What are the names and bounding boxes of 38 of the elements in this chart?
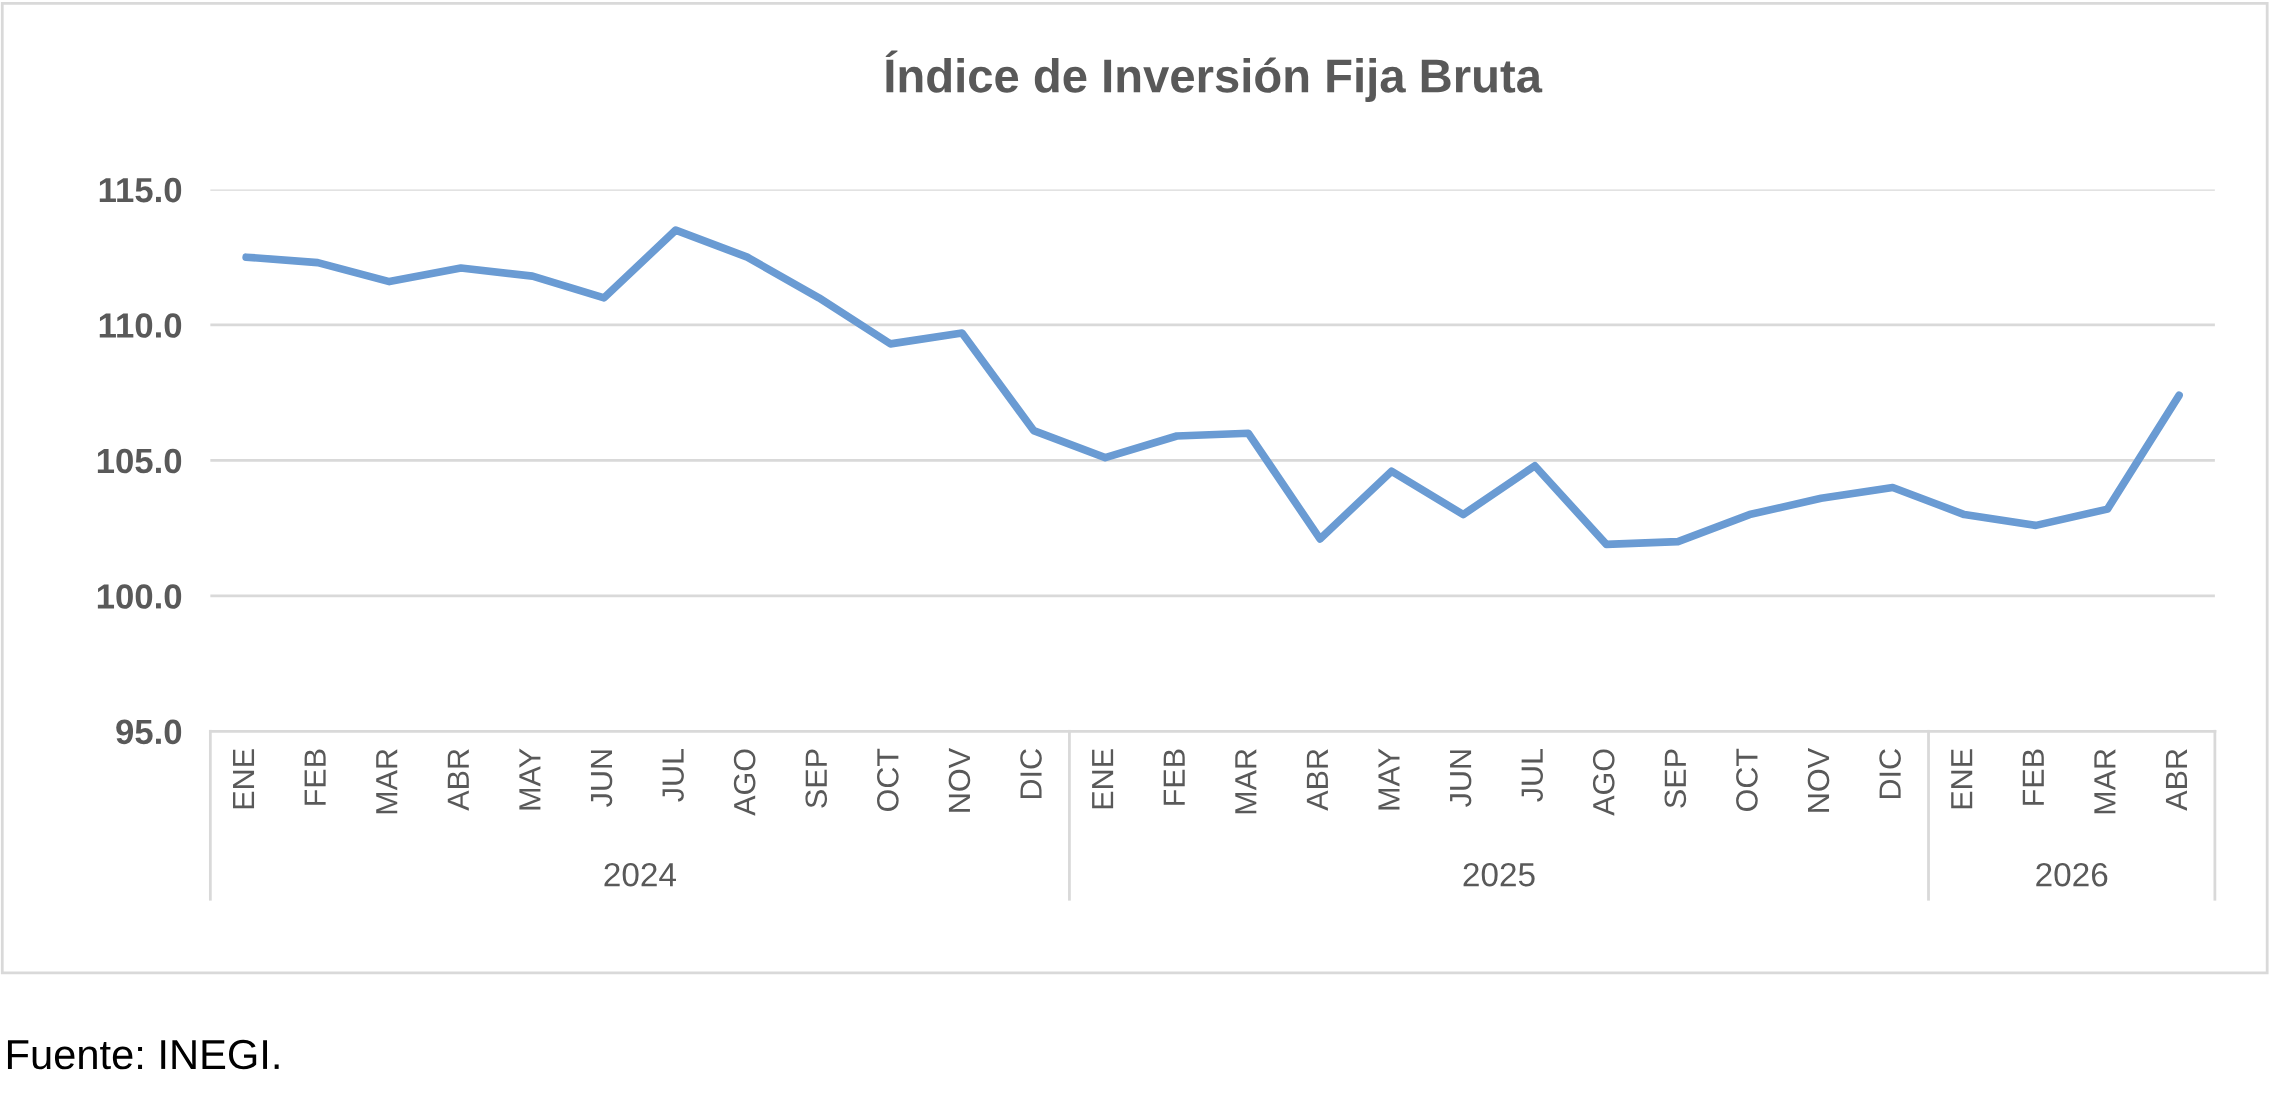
x-tick-label: ABR	[447, 749, 469, 811]
x-tick-label: MAY	[1378, 748, 1400, 810]
x-tick-label: JUN	[1450, 750, 1472, 807]
source-note: Fuente: INEGI.	[7, 1039, 279, 1070]
x-tick-label: NOV	[948, 748, 971, 812]
x-tick-label: DIC	[1879, 749, 1901, 799]
x-tick-label: NOV	[1807, 748, 1830, 812]
x-tick-label: JUL	[662, 748, 684, 802]
x-tick-label: FEB	[1163, 749, 1185, 805]
x-tick-label: SEP	[1664, 749, 1687, 808]
x-tick-label: AGO	[1592, 749, 1615, 816]
x-tick-label: ABR	[1306, 749, 1328, 811]
x-tick-label: MAR	[1235, 749, 1257, 814]
text: 2024	[604, 862, 676, 887]
chart-title: Índice de Inversión Fija Bruta	[885, 50, 1543, 103]
y-tick-label: 100.0	[97, 584, 182, 609]
x-tick-label: DIC	[1020, 749, 1042, 799]
x-tick-label: ENE	[1092, 749, 1114, 809]
x-tick-label: OCT	[877, 748, 899, 811]
x-tick-label: MAR	[2094, 749, 2116, 814]
y-tick-label: 110.0	[99, 313, 182, 338]
x-tick-label: FEB	[304, 749, 326, 805]
x-tick-label: ABR	[2165, 749, 2187, 811]
x-tick-label: ENE	[233, 749, 255, 809]
x-tick-label: JUL	[1521, 748, 1543, 802]
y-tick-label: 95.0	[116, 719, 182, 745]
x-tick-label: AGO	[733, 749, 756, 816]
x-tick-label: FEB	[2022, 749, 2044, 805]
text: 2025	[1463, 862, 1535, 887]
x-tick-label: MAR	[376, 749, 398, 814]
x-tick-label: JUN	[590, 750, 613, 807]
y-tick-label: 115.0	[99, 177, 182, 203]
x-tick-label: MAY	[519, 748, 541, 810]
y-tick-label: 105.0	[97, 448, 182, 474]
text: 2026	[2036, 862, 2108, 887]
x-tick-label: SEP	[805, 749, 828, 808]
x-tick-label: ENE	[1951, 749, 1973, 809]
x-tick-label: OCT	[1736, 748, 1758, 811]
